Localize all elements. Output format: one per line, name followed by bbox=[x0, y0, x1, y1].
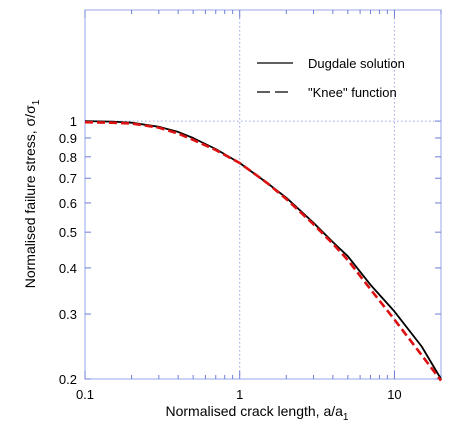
y-tick-label: 0.3 bbox=[59, 307, 77, 322]
y-tick-label: 0.5 bbox=[59, 225, 77, 240]
x-axis-title: Normalised crack length, a/a1 bbox=[166, 403, 349, 423]
legend-label-1: Dugdale solution bbox=[308, 56, 405, 71]
gridlines bbox=[85, 10, 441, 379]
series-line-1 bbox=[84, 120, 442, 380]
series-line-2 bbox=[84, 120, 443, 382]
y-tick-label: 0.9 bbox=[59, 131, 77, 146]
x-tick-label: 10 bbox=[387, 387, 401, 402]
x-tick-label: 0.1 bbox=[76, 387, 94, 402]
y-tick-label: 0.7 bbox=[59, 171, 77, 186]
axis-ticks: 0.1 1 10 1 0.9 0.8 0.7 0.6 0.5 0.4 0.3 0.2 bbox=[59, 10, 442, 402]
plot-frame bbox=[84, 9, 442, 380]
y-tick-label: 0.2 bbox=[59, 372, 77, 387]
y-tick-label: 0.4 bbox=[59, 261, 77, 276]
legend: Dugdale solution "Knee" function bbox=[257, 56, 405, 100]
y-axis-title: Normalised failure stress, σ/σ1 bbox=[22, 99, 42, 288]
x-tick-label: 1 bbox=[236, 387, 243, 402]
y-tick-label: 1 bbox=[70, 114, 77, 129]
legend-label-2: "Knee" function bbox=[308, 85, 397, 100]
y-tick-label: 0.8 bbox=[59, 150, 77, 165]
series-lines bbox=[84, 120, 443, 382]
y-tick-label: 0.6 bbox=[59, 196, 77, 211]
